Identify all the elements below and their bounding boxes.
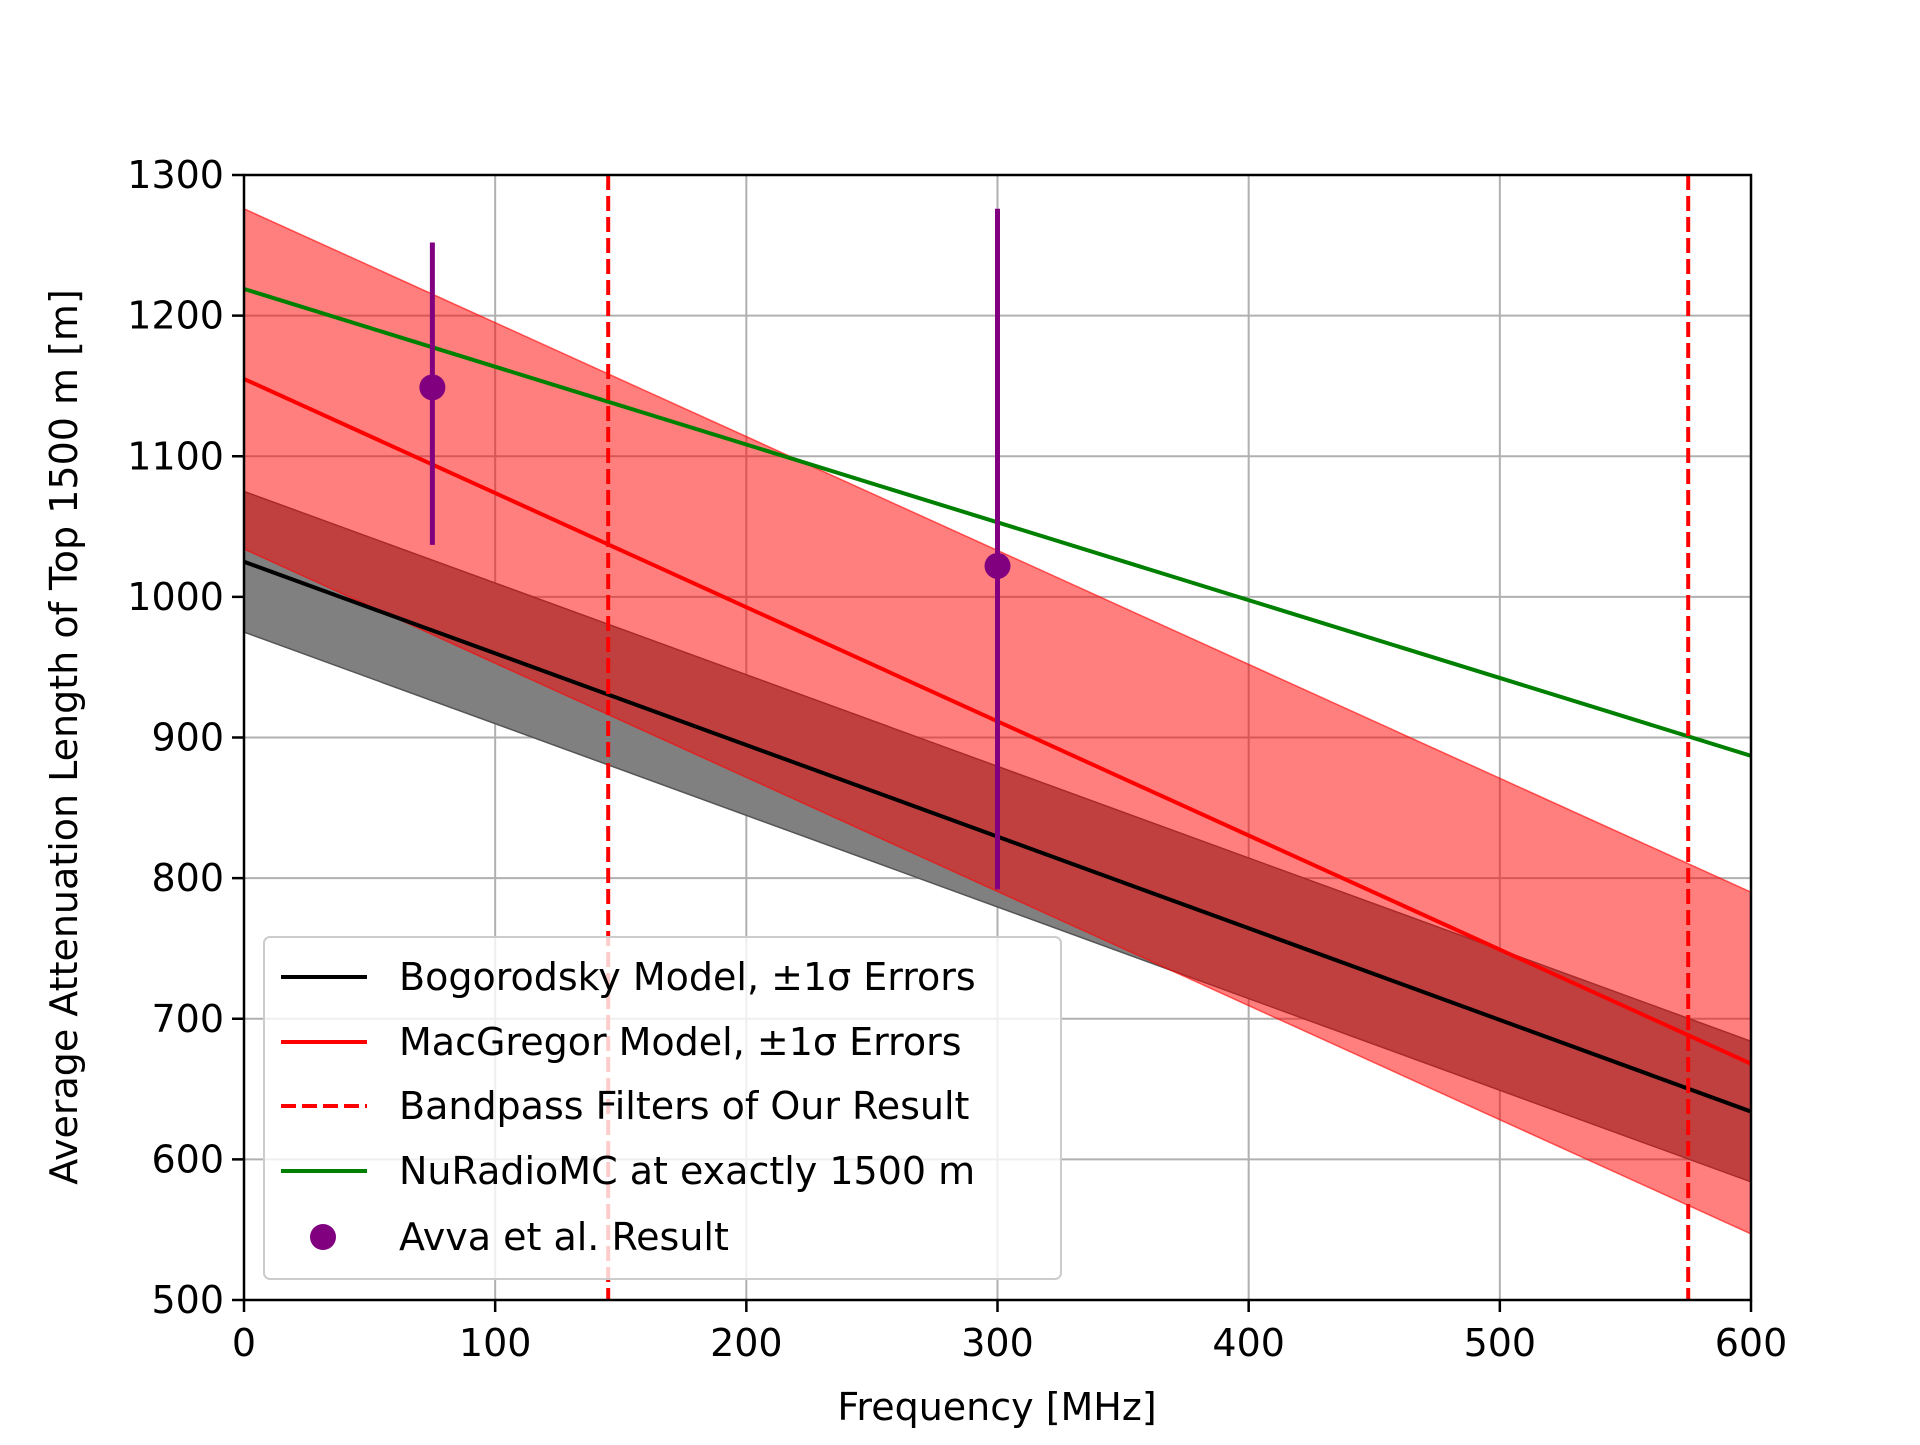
y-tick-label: 1100 [127, 434, 224, 478]
y-tick-label: 1000 [127, 575, 224, 619]
x-tick-label: 0 [232, 1321, 256, 1365]
y-tick-label: 700 [151, 997, 224, 1041]
legend-label: Bogorodsky Model, ±1σ Errors [399, 955, 976, 999]
legend-label: NuRadioMC at exactly 1500 m [399, 1149, 975, 1193]
legend-label: Bandpass Filters of Our Result [399, 1084, 969, 1128]
legend: Bogorodsky Model, ±1σ Errors MacGregor Mo… [263, 936, 1062, 1280]
data-points [419, 208, 1011, 890]
y-tick-label: 1300 [127, 153, 224, 197]
legend-marker [310, 1224, 336, 1250]
x-tick-label: 300 [961, 1321, 1034, 1365]
legend-label: Avva et al. Result [399, 1215, 729, 1259]
avva-data-point [984, 552, 1011, 579]
y-tick-label: 1200 [127, 294, 224, 338]
legend-label: MacGregor Model, ±1σ Errors [399, 1020, 962, 1064]
x-tick-label: 500 [1464, 1321, 1537, 1365]
x-tick-label: 100 [459, 1321, 532, 1365]
y-tick-label: 500 [151, 1278, 224, 1322]
x-tick-label: 200 [710, 1321, 783, 1365]
avva-data-point [419, 374, 446, 401]
x-tick-label: 400 [1212, 1321, 1285, 1365]
y-tick-label: 800 [151, 856, 224, 900]
axis-ticks: 0 100 200 300 400 500 600 500 600 700 800 900 1000 11… [127, 153, 1787, 1365]
legend-box [263, 936, 1062, 1280]
x-tick-label: 600 [1715, 1321, 1788, 1365]
y-tick-label: 900 [151, 716, 224, 760]
x-axis-label: Frequency [MHz] [837, 1385, 1156, 1429]
y-axis-label: Average Attenuation Length of Top 1500 m… [42, 289, 86, 1185]
y-tick-label: 600 [151, 1137, 224, 1181]
